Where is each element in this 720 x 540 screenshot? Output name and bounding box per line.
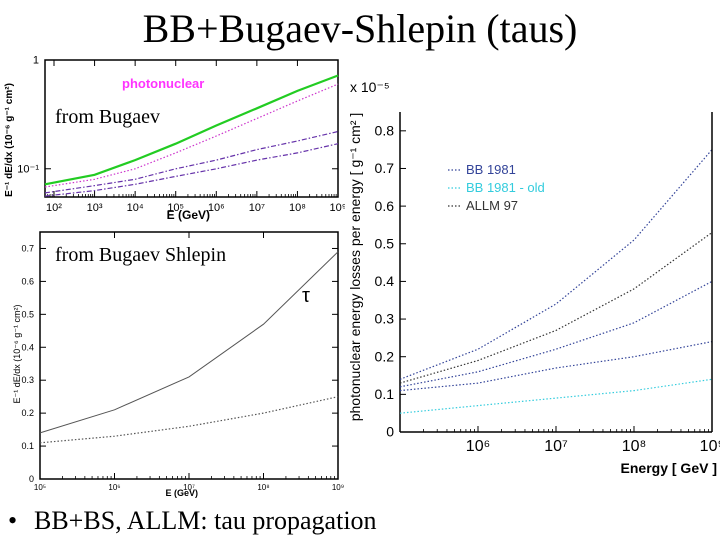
bullet-item: • BB+BS, ALLM: tau propagation xyxy=(8,506,377,536)
tau-annotation: τ xyxy=(302,285,310,307)
tau-chart: 10⁵ 10⁶ 10⁷ 10⁸ 10⁹ 0 0.1 0.2 0.3 0.4 0.5 0.6 0.7 E (… xyxy=(12,231,344,498)
y-tick-label: 1 xyxy=(33,55,39,67)
x-tick-label: 10⁵ xyxy=(34,483,46,492)
series-line-1 xyxy=(399,232,713,384)
series-line-0 xyxy=(399,149,713,380)
x-tick-label: 10⁹ xyxy=(330,202,345,214)
y-multiplier-label: x 10⁻⁵ xyxy=(350,79,390,95)
series-line-0 xyxy=(44,74,339,186)
plot-frame xyxy=(44,59,339,198)
y-tick-label: 0.2 xyxy=(375,348,395,364)
photonuclear-chart: 10² 10³ 10⁴ 10⁵ 10⁶ 10⁷ 10⁸ 10⁹ 10⁻¹ 1 E (GeV) E⁻¹ … xyxy=(4,55,345,222)
series-line-2 xyxy=(44,130,339,194)
x-tick-label: 10⁷ xyxy=(544,438,568,455)
x-tick-label: 10⁵ xyxy=(167,202,184,214)
x-tick-label: 10⁸ xyxy=(622,438,647,455)
y-tick-label: 0.6 xyxy=(375,198,395,214)
y-tick-label: 0.3 xyxy=(21,375,34,385)
series-line-3 xyxy=(44,143,339,197)
y-tick-label: 0.5 xyxy=(21,309,34,319)
legend-label: BB 1981 xyxy=(466,162,516,177)
y-axis-label: photonuclear energy losses per energy [ … xyxy=(347,113,363,422)
x-tick-label: 10⁹ xyxy=(700,438,720,455)
y-axis-label: E⁻¹ dE/dx (10⁻⁶ g⁻¹ cm²) xyxy=(12,305,22,404)
y-axis-label: E⁻¹ dE/dx (10⁻⁶ g⁻¹ cm²) xyxy=(4,83,15,197)
x-tick-label: 10⁶ xyxy=(208,202,225,214)
x-tick-label: 10⁶ xyxy=(108,483,120,492)
series-line-3 xyxy=(399,341,713,392)
x-tick-label: 10⁶ xyxy=(466,438,490,455)
y-tick-label: 0.8 xyxy=(375,122,395,138)
x-tick-label: 10⁴ xyxy=(127,202,144,214)
series-line-4 xyxy=(399,378,713,414)
y-tick-label: 0.3 xyxy=(375,311,395,327)
x-tick-label: 10⁹ xyxy=(332,483,344,492)
y-tick-label: 0.2 xyxy=(21,408,34,418)
x-tick-label: 10⁸ xyxy=(289,202,306,214)
plot-frame xyxy=(39,231,339,480)
x-axis-label: E (GeV) xyxy=(167,208,210,222)
y-tick-label: 0.1 xyxy=(375,386,395,402)
slide-title: BB+Bugaev-Shlepin (taus) xyxy=(142,6,578,51)
y-tick-label: 0.5 xyxy=(375,235,395,251)
x-tick-label: 10⁷ xyxy=(183,483,195,492)
y-tick-label: 0.4 xyxy=(375,273,395,289)
x-axis-label: E (GeV) xyxy=(165,488,198,498)
bullet-text: BB+BS, ALLM: tau propagation xyxy=(34,506,377,535)
series-line-2 xyxy=(399,280,713,388)
y-tick-label: 0 xyxy=(386,424,394,440)
x-axis-label: Energy [ GeV ] xyxy=(621,460,717,476)
overlay-from-bugaev-shlepin: from Bugaev Shlepin xyxy=(52,244,230,266)
legend-label: BB 1981 - old xyxy=(466,180,545,195)
series-line-1 xyxy=(39,396,339,444)
series-line-1 xyxy=(44,83,339,188)
y-tick-label: 0.6 xyxy=(21,276,34,286)
overlay-from-bugaev: from Bugaev xyxy=(52,106,163,128)
legend-label: ALLM 97 xyxy=(466,198,518,213)
x-tick-label: 10⁷ xyxy=(249,202,265,214)
y-tick-label: 0.1 xyxy=(21,441,34,451)
y-tick-label: 0 xyxy=(29,474,34,484)
x-tick-label: 10⁸ xyxy=(257,483,269,492)
series-line-0 xyxy=(39,251,339,434)
y-tick-label: 0.7 xyxy=(375,160,395,176)
x-tick-label: 10² xyxy=(46,202,62,214)
y-tick-label: 10⁻¹ xyxy=(17,163,39,175)
chart-title-photonuclear: photonuclear xyxy=(122,76,204,91)
energy-loss-chart: 10⁶ 10⁷ 10⁸ 10⁹ 0 0.1 0.2 0.3 0.4 0.5 0.6 0.7 0.8 Ene… xyxy=(347,79,720,476)
y-tick-label: 0.7 xyxy=(21,243,34,253)
x-tick-label: 10³ xyxy=(87,202,103,214)
bullet-dot-icon: • xyxy=(8,506,18,535)
y-tick-label: 0.4 xyxy=(21,342,34,352)
